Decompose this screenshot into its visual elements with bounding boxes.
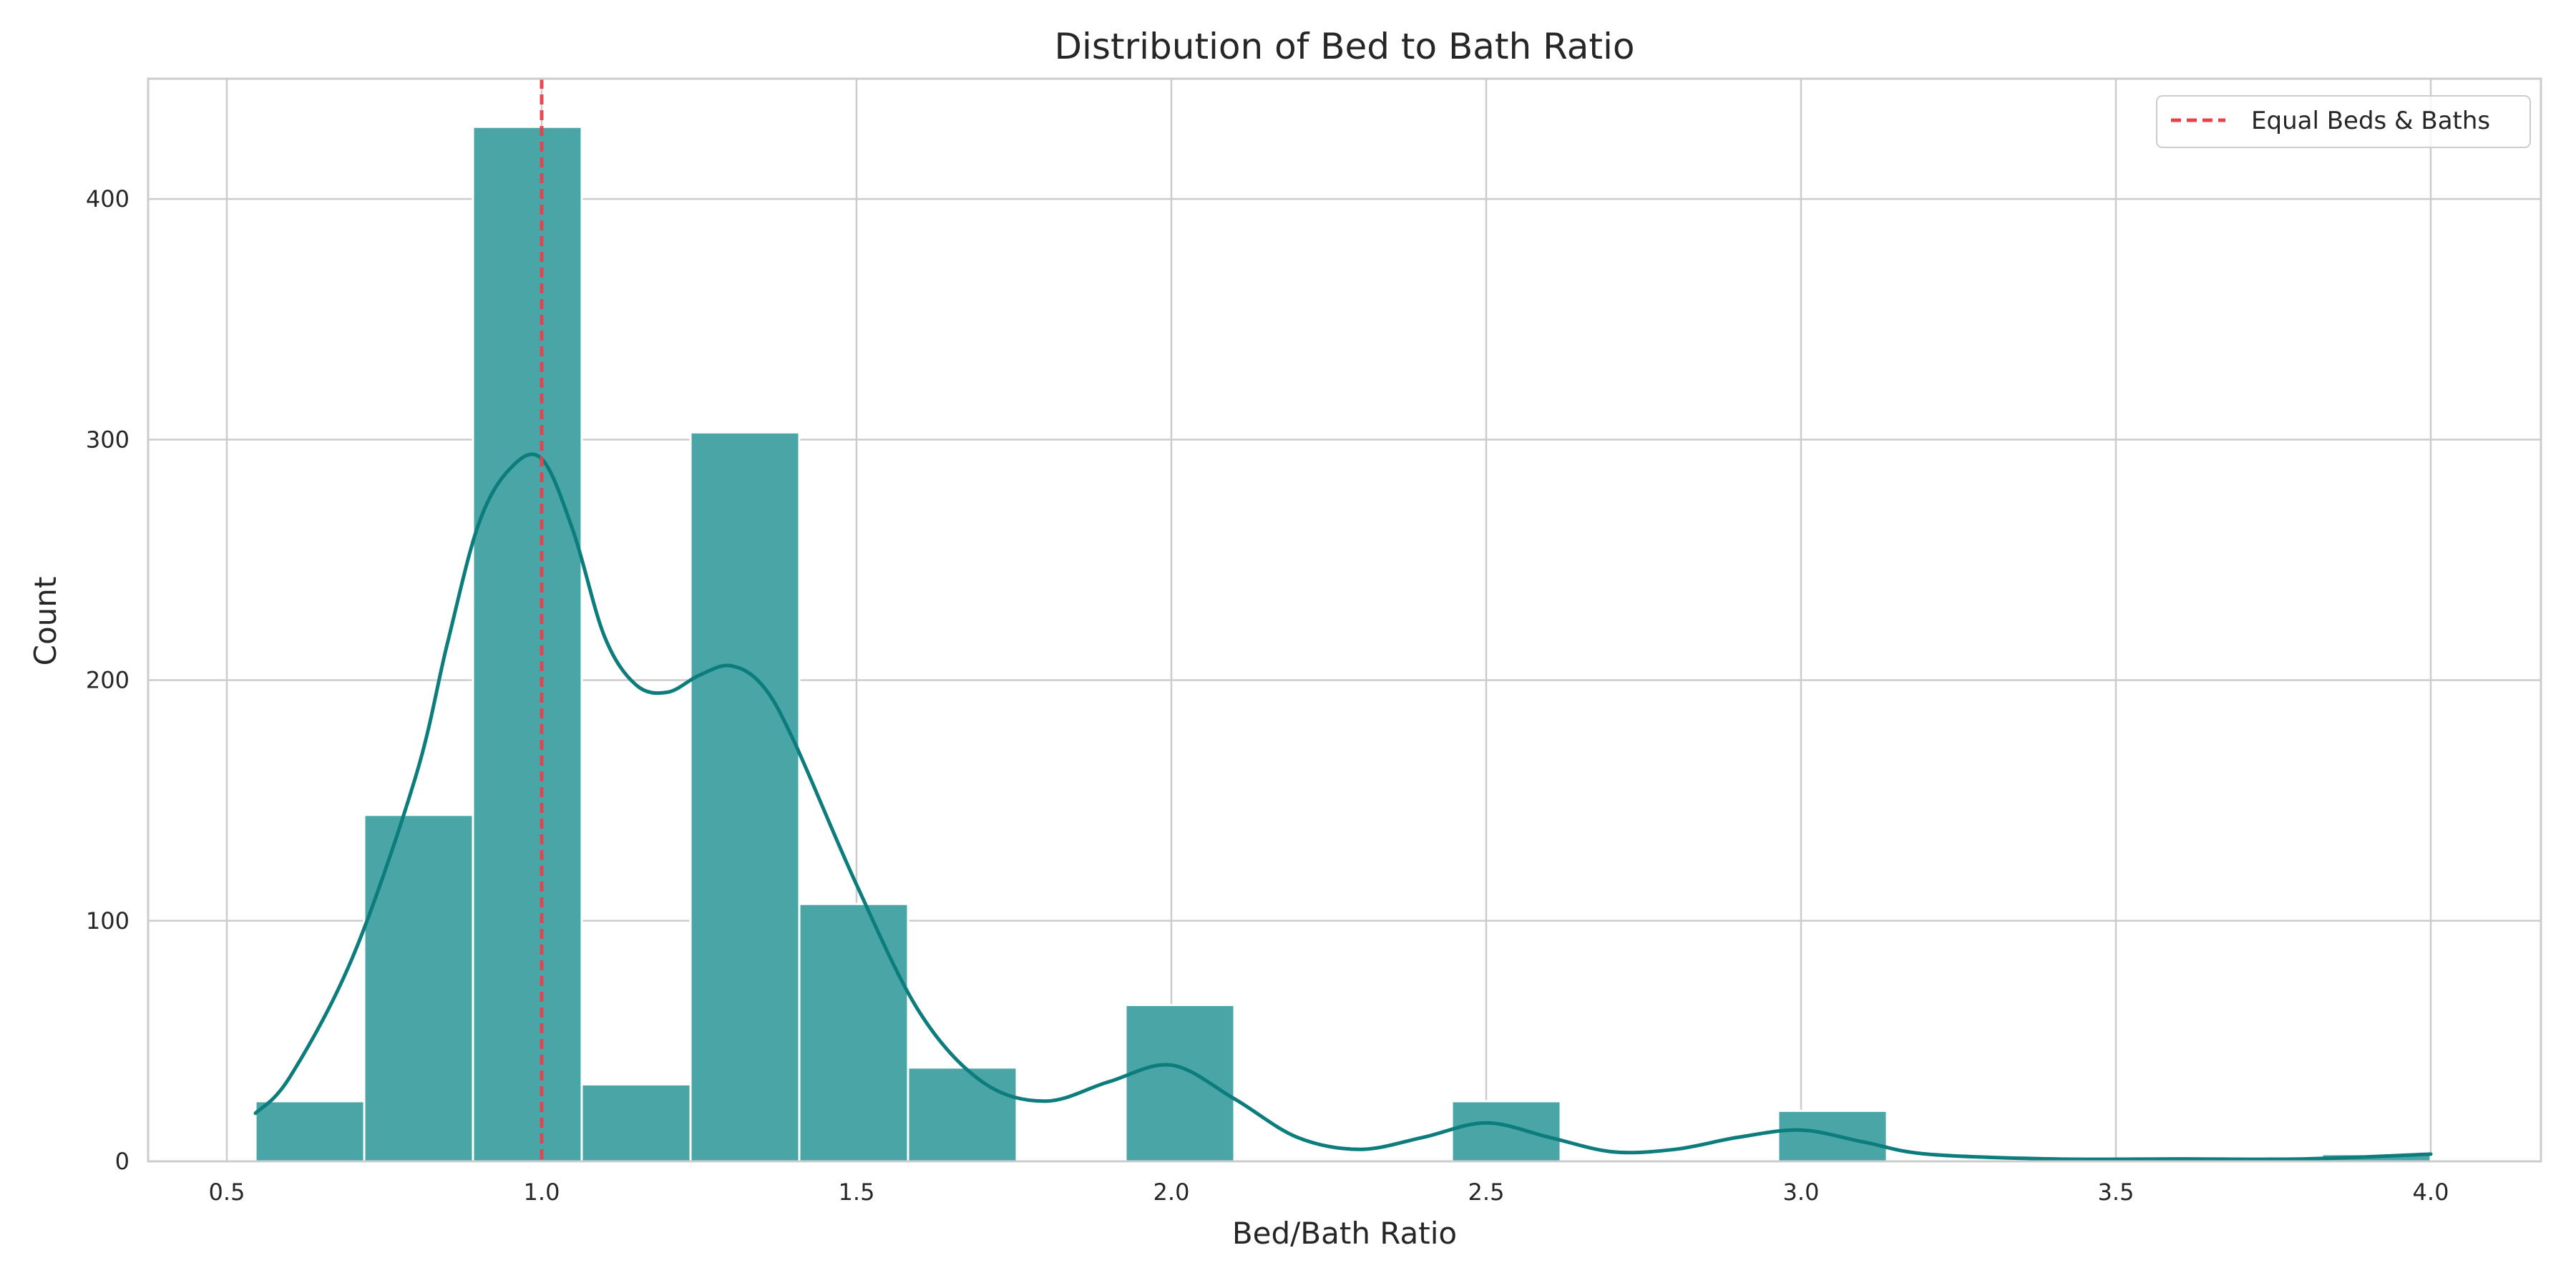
x-tick-label-4.0: 4.0 [2413, 1179, 2449, 1206]
y-tick-label-0: 0 [115, 1148, 130, 1175]
y-tick-label-100: 100 [86, 907, 130, 935]
kde-density-line [253, 452, 2433, 1161]
y-tick-label-400: 400 [86, 185, 130, 213]
x-axis-ticks: 0.5 1.0 1.5 2.0 2.5 3.0 3.5 4.0 [209, 1179, 2449, 1206]
histogram-bar-4 [689, 431, 801, 1163]
legend-box [2156, 95, 2531, 148]
x-tick-label-1.0: 1.0 [524, 1179, 560, 1206]
x-tick-label-0.5: 0.5 [209, 1179, 245, 1206]
chart-title: Distribution of Bed to Bath Ratio [1055, 26, 1635, 67]
legend: Equal Beds & Baths [2156, 95, 2531, 148]
y-tick-label-300: 300 [86, 426, 130, 453]
x-tick-label-2.0: 2.0 [1153, 1179, 1190, 1206]
y-axis-title: Count [28, 577, 63, 666]
histogram-bar-0 [254, 1100, 366, 1163]
histogram-bar-1 [363, 814, 474, 1163]
legend-label: Equal Beds & Baths [2251, 107, 2490, 135]
histogram-bar-5 [798, 902, 909, 1163]
histogram-bar-2 [472, 125, 583, 1163]
x-axis-title: Bed/Bath Ratio [1232, 1216, 1457, 1251]
kde-curve-group [253, 452, 2433, 1161]
x-tick-label-1.5: 1.5 [839, 1179, 875, 1206]
x-tick-label-2.5: 2.5 [1468, 1179, 1505, 1206]
axes-frame [147, 77, 2542, 1163]
x-tick-label-3.0: 3.0 [1783, 1179, 1820, 1206]
histogram-bars [254, 125, 2432, 1163]
y-tick-label-200: 200 [86, 667, 130, 694]
histogram-bar-6 [907, 1066, 1018, 1163]
histogram-bar-8 [1124, 1003, 1236, 1163]
histogram-bar-3 [580, 1083, 692, 1163]
histogram-bar-11 [1450, 1100, 1562, 1163]
x-tick-label-3.5: 3.5 [2098, 1179, 2135, 1206]
plot-area-border [147, 77, 2542, 1163]
y-axis-ticks: 0 100 200 300 400 [86, 185, 130, 1175]
